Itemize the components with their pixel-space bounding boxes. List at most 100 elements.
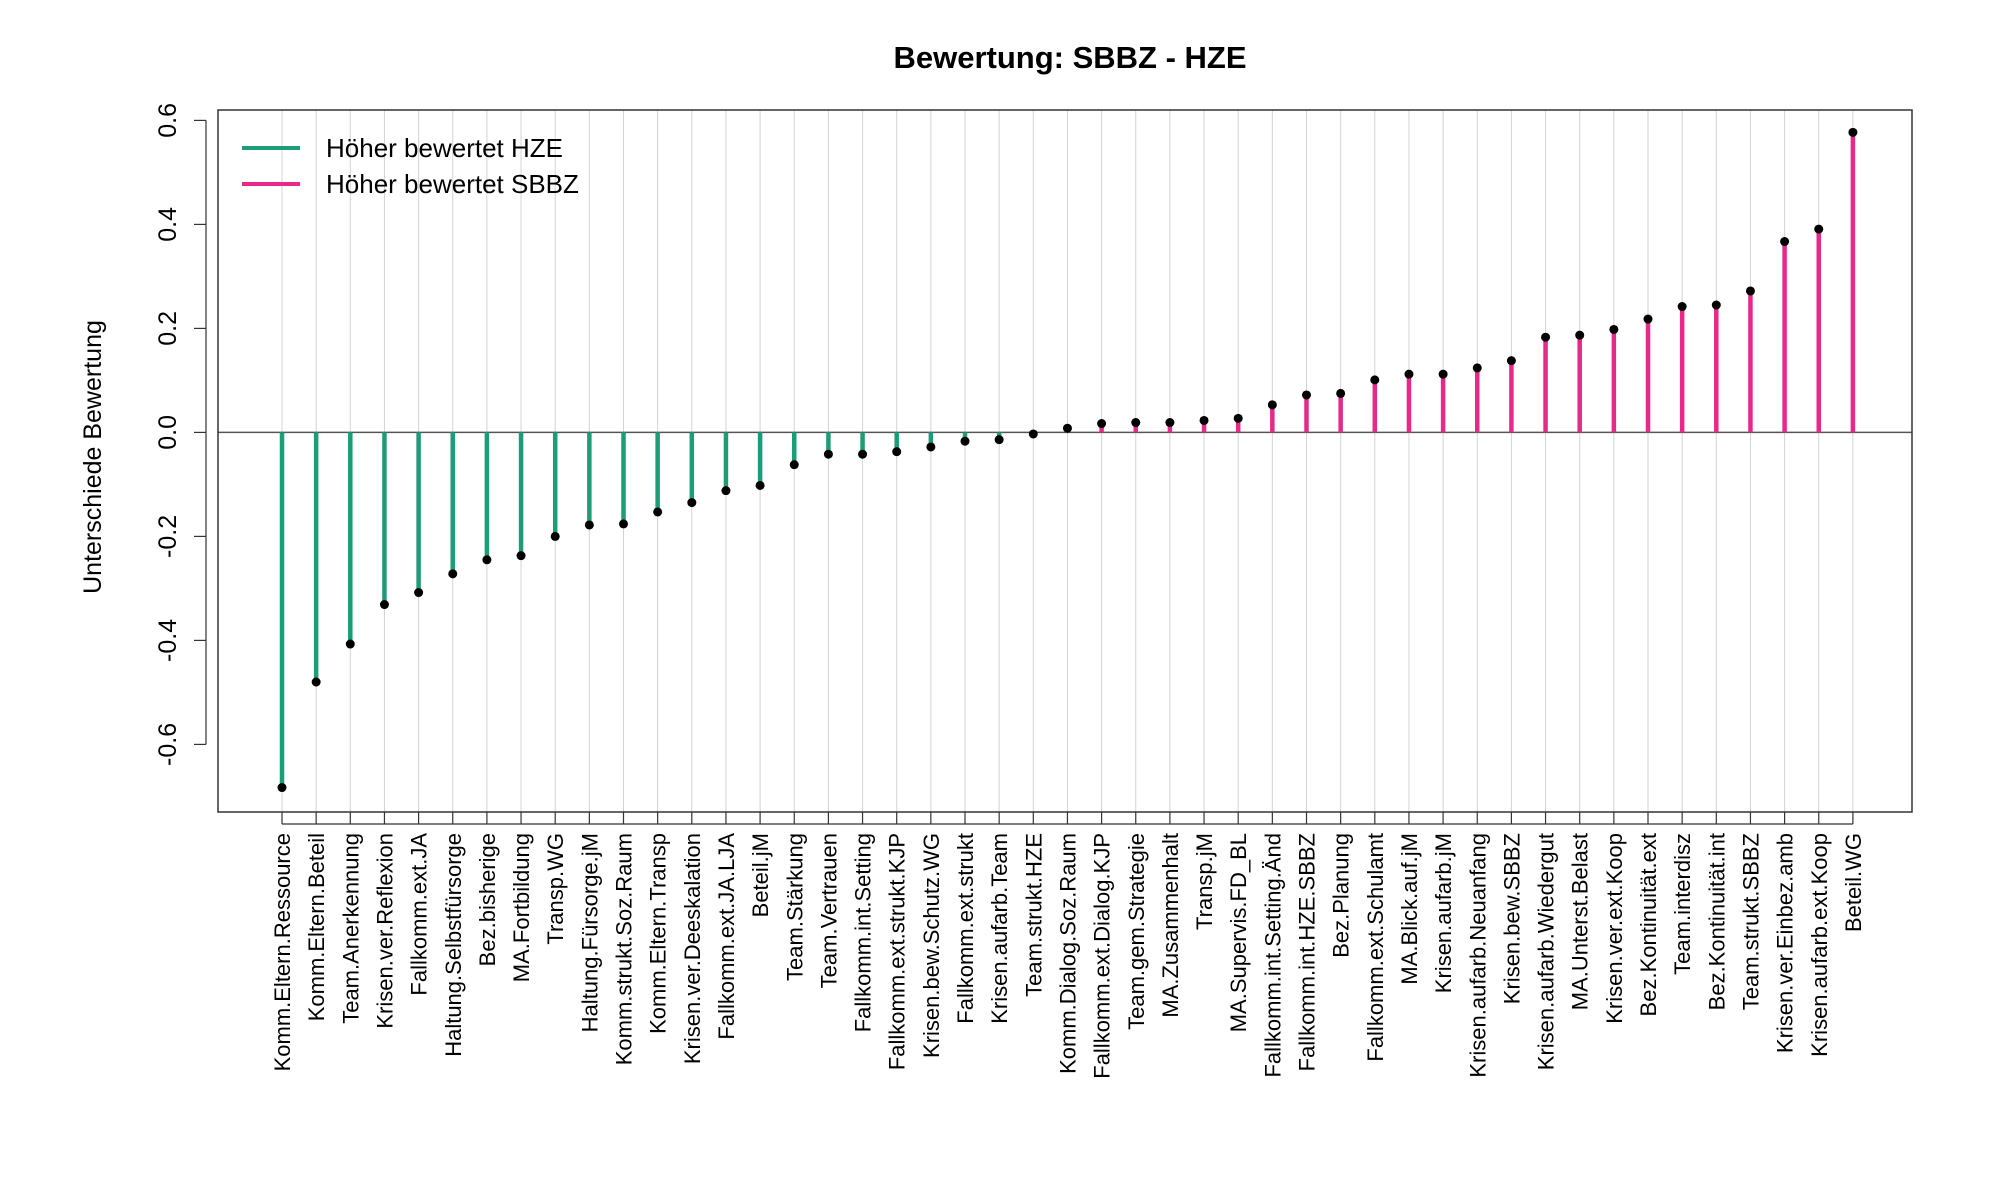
data-point-9 xyxy=(584,520,594,530)
plot-frame xyxy=(217,109,1913,813)
y-tick-label: -0.6 xyxy=(154,723,182,766)
x-tick-label: MA.Zusammenhalt xyxy=(1158,833,1183,1018)
x-tick-label: Team.gem.Strategie xyxy=(1124,833,1149,1030)
data-point-5 xyxy=(448,569,458,579)
x-tick-label: Krisen.bew.SBBZ xyxy=(1499,833,1524,1004)
y-tick-label: -0.4 xyxy=(154,619,182,662)
x-tick-label: Bez.Planung xyxy=(1329,833,1354,958)
data-point-19 xyxy=(926,442,936,452)
x-tick-label: Team.Anerkennung xyxy=(338,833,363,1024)
data-point-35 xyxy=(1472,363,1482,373)
data-point-43 xyxy=(1745,286,1755,296)
x-tick-label: MA.Blick.auf.jM xyxy=(1397,833,1422,985)
data-point-36 xyxy=(1506,356,1516,366)
data-point-3 xyxy=(379,600,389,610)
x-tick-label: Fallkomm.ext.Dialog.KJP xyxy=(1090,833,1115,1079)
data-point-15 xyxy=(789,460,799,470)
data-point-32 xyxy=(1370,375,1380,385)
data-point-6 xyxy=(482,555,492,565)
x-tick-label: Krisen.ver.ext.Koop xyxy=(1602,833,1627,1024)
x-tick-label: Fallkomm.ext.JA xyxy=(407,833,432,996)
y-tick-label: -0.2 xyxy=(154,515,182,558)
x-tick-label: Bez.bisherige xyxy=(475,833,500,966)
data-point-13 xyxy=(721,486,731,496)
data-point-24 xyxy=(1097,419,1107,429)
legend-label-hze: Höher bewertet HZE xyxy=(326,133,563,163)
data-point-1 xyxy=(311,677,321,687)
x-tick-label: Team.Vertrauen xyxy=(816,833,841,988)
data-point-39 xyxy=(1609,324,1619,334)
data-points xyxy=(277,127,1858,793)
chart-title: Bewertung: SBBZ - HZE xyxy=(893,40,1246,75)
data-point-27 xyxy=(1199,415,1209,425)
x-tick-label: Fallkomm.int.Setting.Änd xyxy=(1260,833,1285,1078)
data-point-4 xyxy=(414,588,424,598)
legend-label-sbbz: Höher bewertet SBBZ xyxy=(326,169,579,199)
data-point-46 xyxy=(1848,127,1858,137)
data-point-14 xyxy=(755,480,765,490)
data-point-2 xyxy=(345,639,355,649)
x-tick-label: Krisen.aufarb.Wiedergut xyxy=(1534,833,1559,1070)
y-tick-label: 0.6 xyxy=(154,103,182,138)
x-tick-label: Haltung.Fürsorge.jM xyxy=(577,833,602,1032)
x-tick-label: Fallkomm.ext.Schulamt xyxy=(1363,833,1388,1062)
data-point-11 xyxy=(653,507,663,517)
x-tick-label: Fallkomm.ext.strukt xyxy=(953,833,978,1024)
x-tick-label: Krisen.ver.Deeskalation xyxy=(680,833,705,1064)
data-point-21 xyxy=(994,435,1004,445)
x-tick-label: Team.strukt.SBBZ xyxy=(1738,833,1763,1010)
data-point-20 xyxy=(960,436,970,446)
data-point-31 xyxy=(1336,388,1346,398)
x-tick-label: Team.interdisz xyxy=(1670,833,1695,975)
x-tick-label: Krisen.bew.Schutz.WG xyxy=(919,833,944,1058)
data-point-18 xyxy=(892,447,902,457)
x-tick-label: Beteil.jM xyxy=(748,833,773,917)
x-tick-label: Krisen.aufarb.jM xyxy=(1431,833,1456,993)
data-point-0 xyxy=(277,783,287,793)
x-tick-label: Fallkomm.ext.strukt.KJP xyxy=(885,833,910,1070)
data-point-29 xyxy=(1267,400,1277,410)
data-point-44 xyxy=(1780,237,1790,247)
x-tick-label: Krisen.aufarb.Neuanfang xyxy=(1465,833,1490,1078)
data-point-10 xyxy=(619,519,628,529)
grid-lines xyxy=(281,110,1854,812)
data-point-38 xyxy=(1575,330,1585,340)
x-tick-label: Fallkomm.int.Setting xyxy=(851,833,876,1032)
data-point-12 xyxy=(687,498,697,508)
x-tick-label: Krisen.ver.Reflexion xyxy=(372,833,397,1029)
data-point-34 xyxy=(1438,369,1448,379)
x-tick-label: MA.Fortbildung xyxy=(509,833,534,982)
data-point-23 xyxy=(1062,423,1072,433)
data-point-22 xyxy=(1028,429,1038,439)
x-tick-label: Beteil.WG xyxy=(1841,833,1866,932)
data-point-28 xyxy=(1233,413,1243,423)
x-tick-label: Krisen.aufarb.Team xyxy=(987,833,1012,1024)
y-tick-label: 0.2 xyxy=(154,311,182,346)
x-tick-label: Komm.strukt.Soz.Raum xyxy=(612,833,637,1065)
x-tick-label: Komm.Dialog.Soz.Raum xyxy=(1055,833,1080,1074)
data-point-40 xyxy=(1643,314,1653,324)
y-tick-label: 0.0 xyxy=(154,415,182,450)
data-point-26 xyxy=(1165,418,1175,428)
x-tick-label: Bez.Kontinuität.int xyxy=(1704,833,1729,1010)
data-point-25 xyxy=(1131,418,1141,428)
data-point-45 xyxy=(1814,224,1824,234)
x-tick-label: Haltung.Selbstfürsorge xyxy=(441,833,466,1057)
x-tick-label: MA.Supervis.FD_BL xyxy=(1226,833,1251,1032)
y-axis-label: Unterschiede Bewertung xyxy=(79,320,107,594)
data-point-16 xyxy=(823,449,833,459)
data-point-7 xyxy=(516,551,526,561)
y-axis: -0.6 -0.4 -0.2 0.0 0.2 0.4 0.6 xyxy=(154,103,207,766)
data-point-8 xyxy=(550,531,560,541)
data-point-17 xyxy=(858,449,868,459)
legend: Höher bewertet HZE Höher bewertet SBBZ xyxy=(242,133,579,199)
data-point-42 xyxy=(1711,300,1721,310)
x-tick-label: MA.Unterst.Belast xyxy=(1568,833,1593,1010)
x-tick-label: Transp.jM xyxy=(1192,833,1217,930)
data-point-37 xyxy=(1541,332,1551,342)
x-tick-label: Transp.WG xyxy=(543,833,568,945)
lollipop-stems xyxy=(279,132,1856,788)
x-axis: Komm.Eltern.Ressource Komm.Eltern.Beteil T… xyxy=(270,812,1866,1079)
x-tick-label: Team.Stärkung xyxy=(782,833,807,981)
